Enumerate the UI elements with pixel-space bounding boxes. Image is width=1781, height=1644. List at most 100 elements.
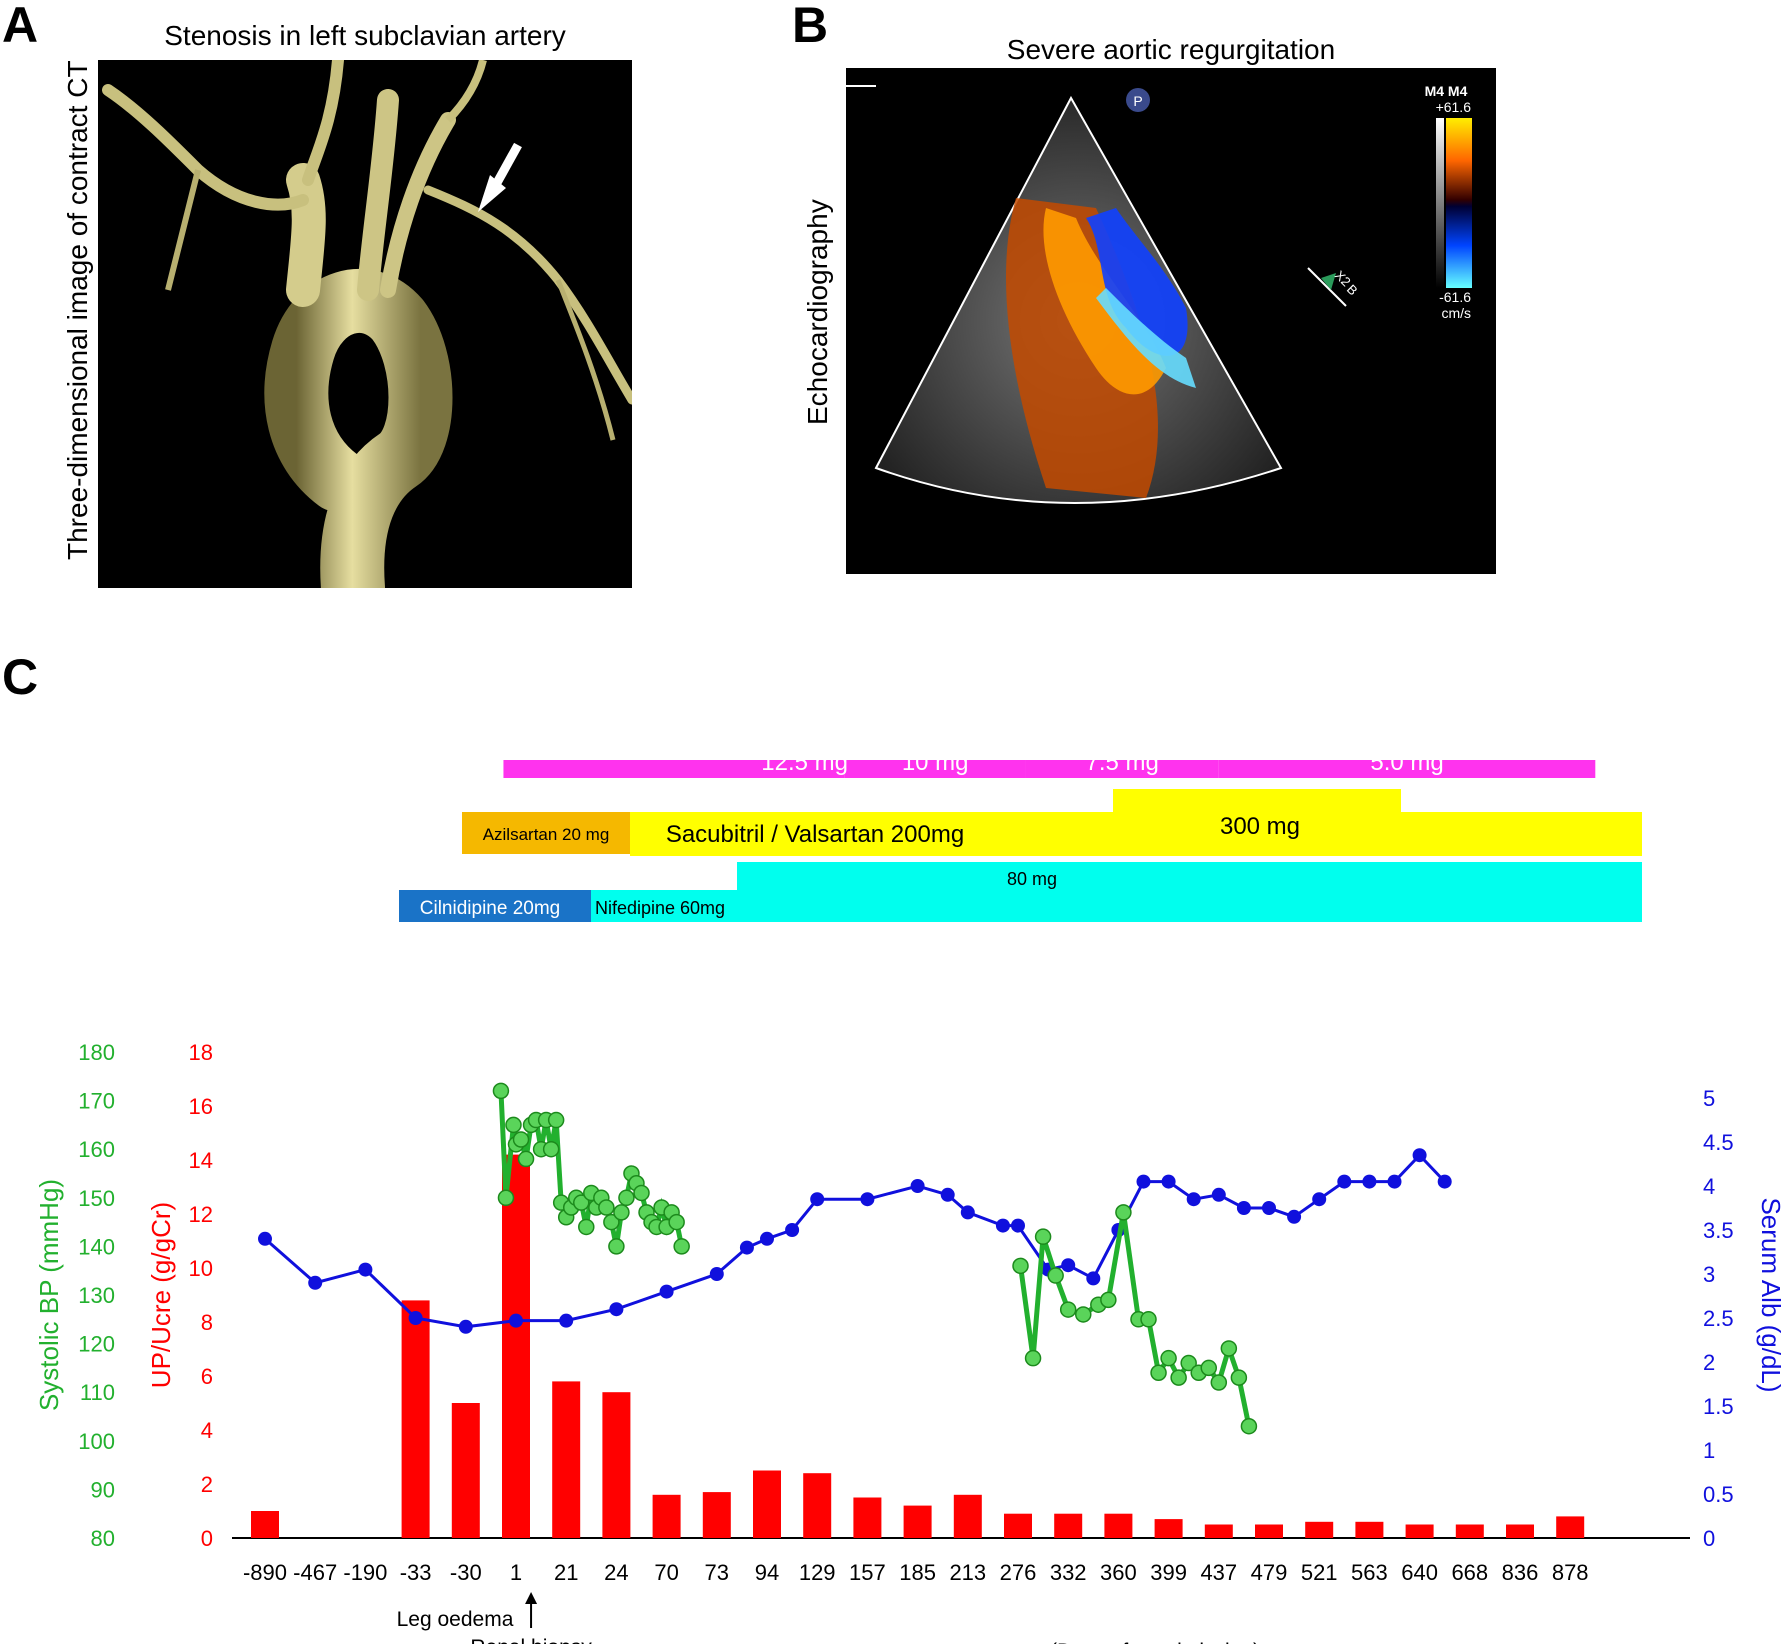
predonisolone-dose-label: 5.0 mg xyxy=(1370,760,1443,776)
alb-tick-label: 4.5 xyxy=(1703,1130,1734,1155)
x-tick-label: 73 xyxy=(705,1560,729,1585)
serum-alb-point xyxy=(659,1284,674,1299)
up-ucre-bar xyxy=(1054,1513,1083,1538)
echo-illustration: P M4 M4 +61.6 -61.6 cm/s X2 B xyxy=(846,83,1472,504)
systolic-bp-early-point xyxy=(505,1116,522,1134)
systolic-bp-early-point xyxy=(497,1189,515,1207)
systolic-bp-early-point xyxy=(578,1218,595,1236)
nifedipine-80-step xyxy=(737,862,1642,894)
serum-alb-point xyxy=(1236,1201,1251,1215)
systolic-bp-late-point xyxy=(1012,1257,1029,1275)
echo-scale-top: M4 M4 xyxy=(1425,83,1468,99)
echocardiography-image: P M4 M4 +61.6 -61.6 cm/s X2 B xyxy=(846,68,1496,574)
serum-alb-point xyxy=(1437,1174,1452,1189)
x-tick-label: 129 xyxy=(799,1560,836,1585)
predonisolone-step xyxy=(764,760,845,778)
x-axis-label: (Days after admission) xyxy=(1050,1640,1260,1644)
serum-alb-point xyxy=(408,1311,423,1325)
x-tick-label: 276 xyxy=(1000,1560,1037,1585)
echo-scale-unit: cm/s xyxy=(1441,305,1471,321)
sacubitril-valsartan-300-label: 300 mg xyxy=(1220,813,1300,840)
predonisolone-dose-label: 7.5 mg xyxy=(1085,760,1158,776)
x-tick-label: 94 xyxy=(755,1560,779,1585)
up-tick-label: 2 xyxy=(201,1472,213,1497)
serum-alb-point xyxy=(1086,1271,1101,1286)
predonisolone-dose-label: 10 mg xyxy=(902,760,969,776)
x-tick-label: 213 xyxy=(949,1560,986,1585)
alb-tick-label: 2 xyxy=(1703,1350,1715,1375)
up-ucre-bar xyxy=(251,1511,279,1538)
serum-alb-point xyxy=(760,1231,774,1246)
up-ucre-bar xyxy=(1104,1513,1133,1538)
up-ucre-bar xyxy=(1255,1524,1283,1538)
bp-tick-label: 120 xyxy=(78,1332,115,1357)
cilnidipine-bar xyxy=(399,890,591,922)
serum-alb-point xyxy=(1262,1201,1276,1215)
serum-alb-point xyxy=(1387,1174,1402,1189)
serum-alb-point xyxy=(709,1267,724,1281)
x-tick-label: 563 xyxy=(1351,1560,1388,1585)
systolic-bp-early-point xyxy=(598,1199,615,1216)
up-ucre-bar xyxy=(401,1300,430,1538)
bp-tick-label: 110 xyxy=(80,1380,115,1405)
serum-alb-point xyxy=(1011,1218,1025,1233)
up-ucre-bar xyxy=(1305,1521,1334,1538)
alb-tick-label: 2.5 xyxy=(1703,1306,1734,1331)
bp-tick-label: 170 xyxy=(78,1089,115,1114)
up-ucre-bar xyxy=(1556,1516,1585,1538)
up-ucre-bar xyxy=(1204,1524,1233,1538)
serum-alb-point xyxy=(258,1231,272,1246)
serum-alb-point xyxy=(1211,1187,1226,1202)
up-tick-label: 16 xyxy=(189,1094,213,1119)
systolic-bp-late-point xyxy=(1240,1417,1258,1435)
serum-alb-point xyxy=(1061,1258,1076,1273)
x-tick-label: 640 xyxy=(1401,1560,1438,1585)
serum-alb-point xyxy=(1362,1174,1377,1189)
bp-tick-label: 130 xyxy=(78,1283,115,1308)
serum-alb-point xyxy=(960,1205,975,1220)
alb-tick-label: 0.5 xyxy=(1703,1482,1734,1507)
x-tick-label: -30 xyxy=(450,1560,482,1585)
nifedipine-label: Nifedipine 60mg xyxy=(595,898,725,918)
systolic-bp-late-point xyxy=(1059,1301,1077,1318)
up-ucre-bar xyxy=(652,1494,681,1538)
x-tick-label: 185 xyxy=(899,1560,936,1585)
x-tick-label: 521 xyxy=(1301,1560,1338,1585)
up-ucre-bar xyxy=(1355,1521,1384,1538)
alb-tick-label: 0 xyxy=(1703,1526,1715,1551)
serum-alb-point xyxy=(458,1319,473,1334)
systolic-bp-late-point xyxy=(1180,1354,1197,1372)
systolic-bp-early-point xyxy=(618,1189,635,1207)
serum-alb-point xyxy=(609,1302,624,1317)
bp-axis-label: Systolic BP (mmHg) xyxy=(34,1179,64,1411)
nifedipine-bar xyxy=(591,890,1642,922)
systolic-bp-late-point xyxy=(1160,1349,1177,1367)
up-ucre-bar xyxy=(1405,1524,1434,1538)
x-tick-label: -467 xyxy=(293,1560,337,1585)
serum-alb-line xyxy=(264,1153,1446,1329)
alb-tick-label: 3.5 xyxy=(1703,1218,1734,1243)
up-axis-label: UP/Ucre (g/gCr) xyxy=(146,1202,176,1388)
x-tick-label: 332 xyxy=(1050,1560,1087,1585)
sacubitril-valsartan-label: Sacubitril / Valsartan 200mg xyxy=(666,821,964,848)
systolic-bp-late-point xyxy=(1150,1364,1167,1382)
up-ucre-bar xyxy=(1455,1524,1484,1538)
bp-tick-label: 180 xyxy=(78,1040,115,1065)
x-tick-label: 836 xyxy=(1502,1560,1539,1585)
azilsartan-bar xyxy=(462,812,630,854)
systolic-bp-late-point xyxy=(1210,1374,1228,1391)
serum-alb-point xyxy=(995,1218,1010,1233)
panel-a-letter: A xyxy=(2,0,39,53)
x-tick-label: 399 xyxy=(1150,1560,1187,1585)
bp-tick-label: 90 xyxy=(91,1477,115,1502)
bp-tick-label: 140 xyxy=(78,1234,115,1259)
systolic-bp-early-point xyxy=(613,1204,630,1221)
x-tick-label: 437 xyxy=(1200,1560,1237,1585)
up-ucre-bar xyxy=(502,1154,530,1538)
serum-alb-point xyxy=(1136,1174,1151,1189)
up-ucre-bar xyxy=(753,1470,781,1538)
echo-p-marker: P xyxy=(1133,93,1142,109)
up-ucre-bar xyxy=(903,1505,932,1538)
serum-alb-point xyxy=(1287,1209,1302,1224)
timeline-chart: -890 -467 -190 -33 -30 1 21 24 70 73 94 129 157 185 21… xyxy=(34,760,1781,1644)
